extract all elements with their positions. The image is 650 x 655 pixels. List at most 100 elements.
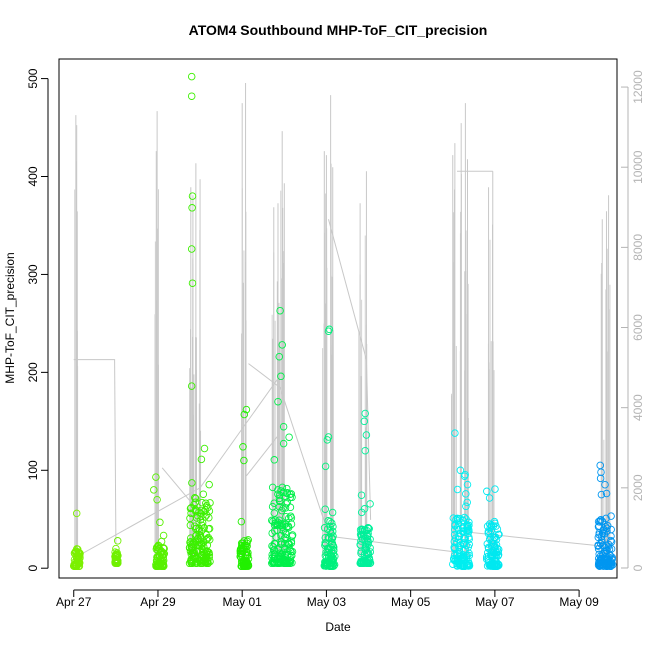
data-point (604, 562, 613, 570)
secondary-connector (326, 535, 455, 553)
data-point (364, 557, 373, 565)
data-point (601, 480, 609, 489)
data-point (607, 525, 615, 534)
data-point (322, 553, 331, 562)
data-point (463, 480, 472, 489)
data-point (451, 525, 459, 534)
data-point (464, 557, 472, 565)
data-point (451, 520, 459, 529)
data-point (240, 410, 249, 419)
data-point (282, 512, 290, 521)
data-point (361, 541, 370, 549)
data-point (71, 562, 80, 570)
y2-tick-label: 12000 (631, 70, 645, 104)
data-point (464, 522, 472, 530)
data-point (279, 439, 288, 448)
data-point (204, 559, 212, 568)
data-point (284, 539, 293, 547)
data-point (366, 548, 375, 556)
data-point (359, 559, 368, 567)
data-point (487, 533, 495, 542)
data-point (357, 530, 366, 539)
data-point (492, 562, 500, 570)
data-point (188, 479, 196, 487)
y-tick-label: 300 (26, 264, 40, 284)
data-point (361, 446, 369, 455)
data-point (452, 515, 460, 524)
data-point (321, 505, 329, 513)
data-point (321, 462, 330, 471)
data-point (190, 540, 199, 549)
data-point (361, 409, 369, 418)
data-point (274, 397, 282, 406)
data-point (485, 560, 493, 569)
data-point (462, 490, 470, 498)
data-point (192, 506, 200, 515)
data-point (607, 512, 615, 520)
data-point (159, 562, 168, 570)
data-point (599, 541, 607, 549)
data-point (491, 542, 499, 550)
data-point (195, 542, 204, 550)
data-point (483, 522, 492, 531)
data-point (237, 517, 246, 526)
data-point (275, 491, 284, 499)
data-point (186, 514, 194, 523)
data-point (483, 487, 491, 496)
data-point (324, 327, 333, 335)
data-point (483, 562, 492, 570)
data-point (204, 533, 213, 542)
data-point (597, 468, 605, 476)
data-point (243, 558, 251, 566)
data-point (242, 562, 250, 570)
data-point (604, 540, 613, 549)
data-point (273, 526, 281, 534)
data-point (323, 436, 332, 444)
data-point (365, 525, 373, 533)
data-point (152, 473, 160, 481)
data-point (594, 545, 603, 553)
y-tick-label: 500 (26, 68, 40, 88)
data-point (268, 483, 277, 492)
data-point (492, 550, 500, 558)
data-point (200, 444, 209, 453)
data-point (112, 555, 120, 564)
data-point (205, 480, 213, 489)
data-point (596, 518, 604, 526)
data-point (185, 544, 194, 552)
y2-tick-label: 4000 (631, 394, 645, 421)
data-point (189, 548, 197, 557)
data-point (494, 560, 502, 569)
data-point (602, 489, 611, 498)
data-point (597, 490, 606, 499)
x-tick-label: May 07 (475, 595, 515, 609)
data-point (285, 433, 293, 441)
data-point (75, 562, 84, 570)
data-point (191, 505, 200, 514)
data-point (608, 553, 616, 562)
data-point (320, 524, 329, 532)
data-point (459, 524, 467, 533)
plot-border (58, 58, 618, 579)
data-point (455, 526, 463, 534)
data-point (594, 541, 602, 549)
data-point (286, 512, 295, 520)
data-point (200, 524, 208, 532)
data-point (361, 544, 369, 553)
data-point (188, 279, 197, 287)
data-point (463, 498, 471, 507)
data-point (153, 495, 161, 504)
y-axis-label: MHP-ToF_CIT_precision (3, 252, 17, 383)
data-point (280, 556, 288, 564)
data-point (205, 524, 214, 533)
data-point (324, 533, 333, 541)
data-point (287, 490, 296, 498)
data-point (154, 560, 162, 569)
data-point (486, 530, 494, 538)
data-point (357, 549, 365, 558)
y2-tick-label: 0 (631, 564, 645, 571)
data-point (281, 533, 290, 542)
data-point (273, 520, 282, 529)
data-point (596, 474, 605, 483)
